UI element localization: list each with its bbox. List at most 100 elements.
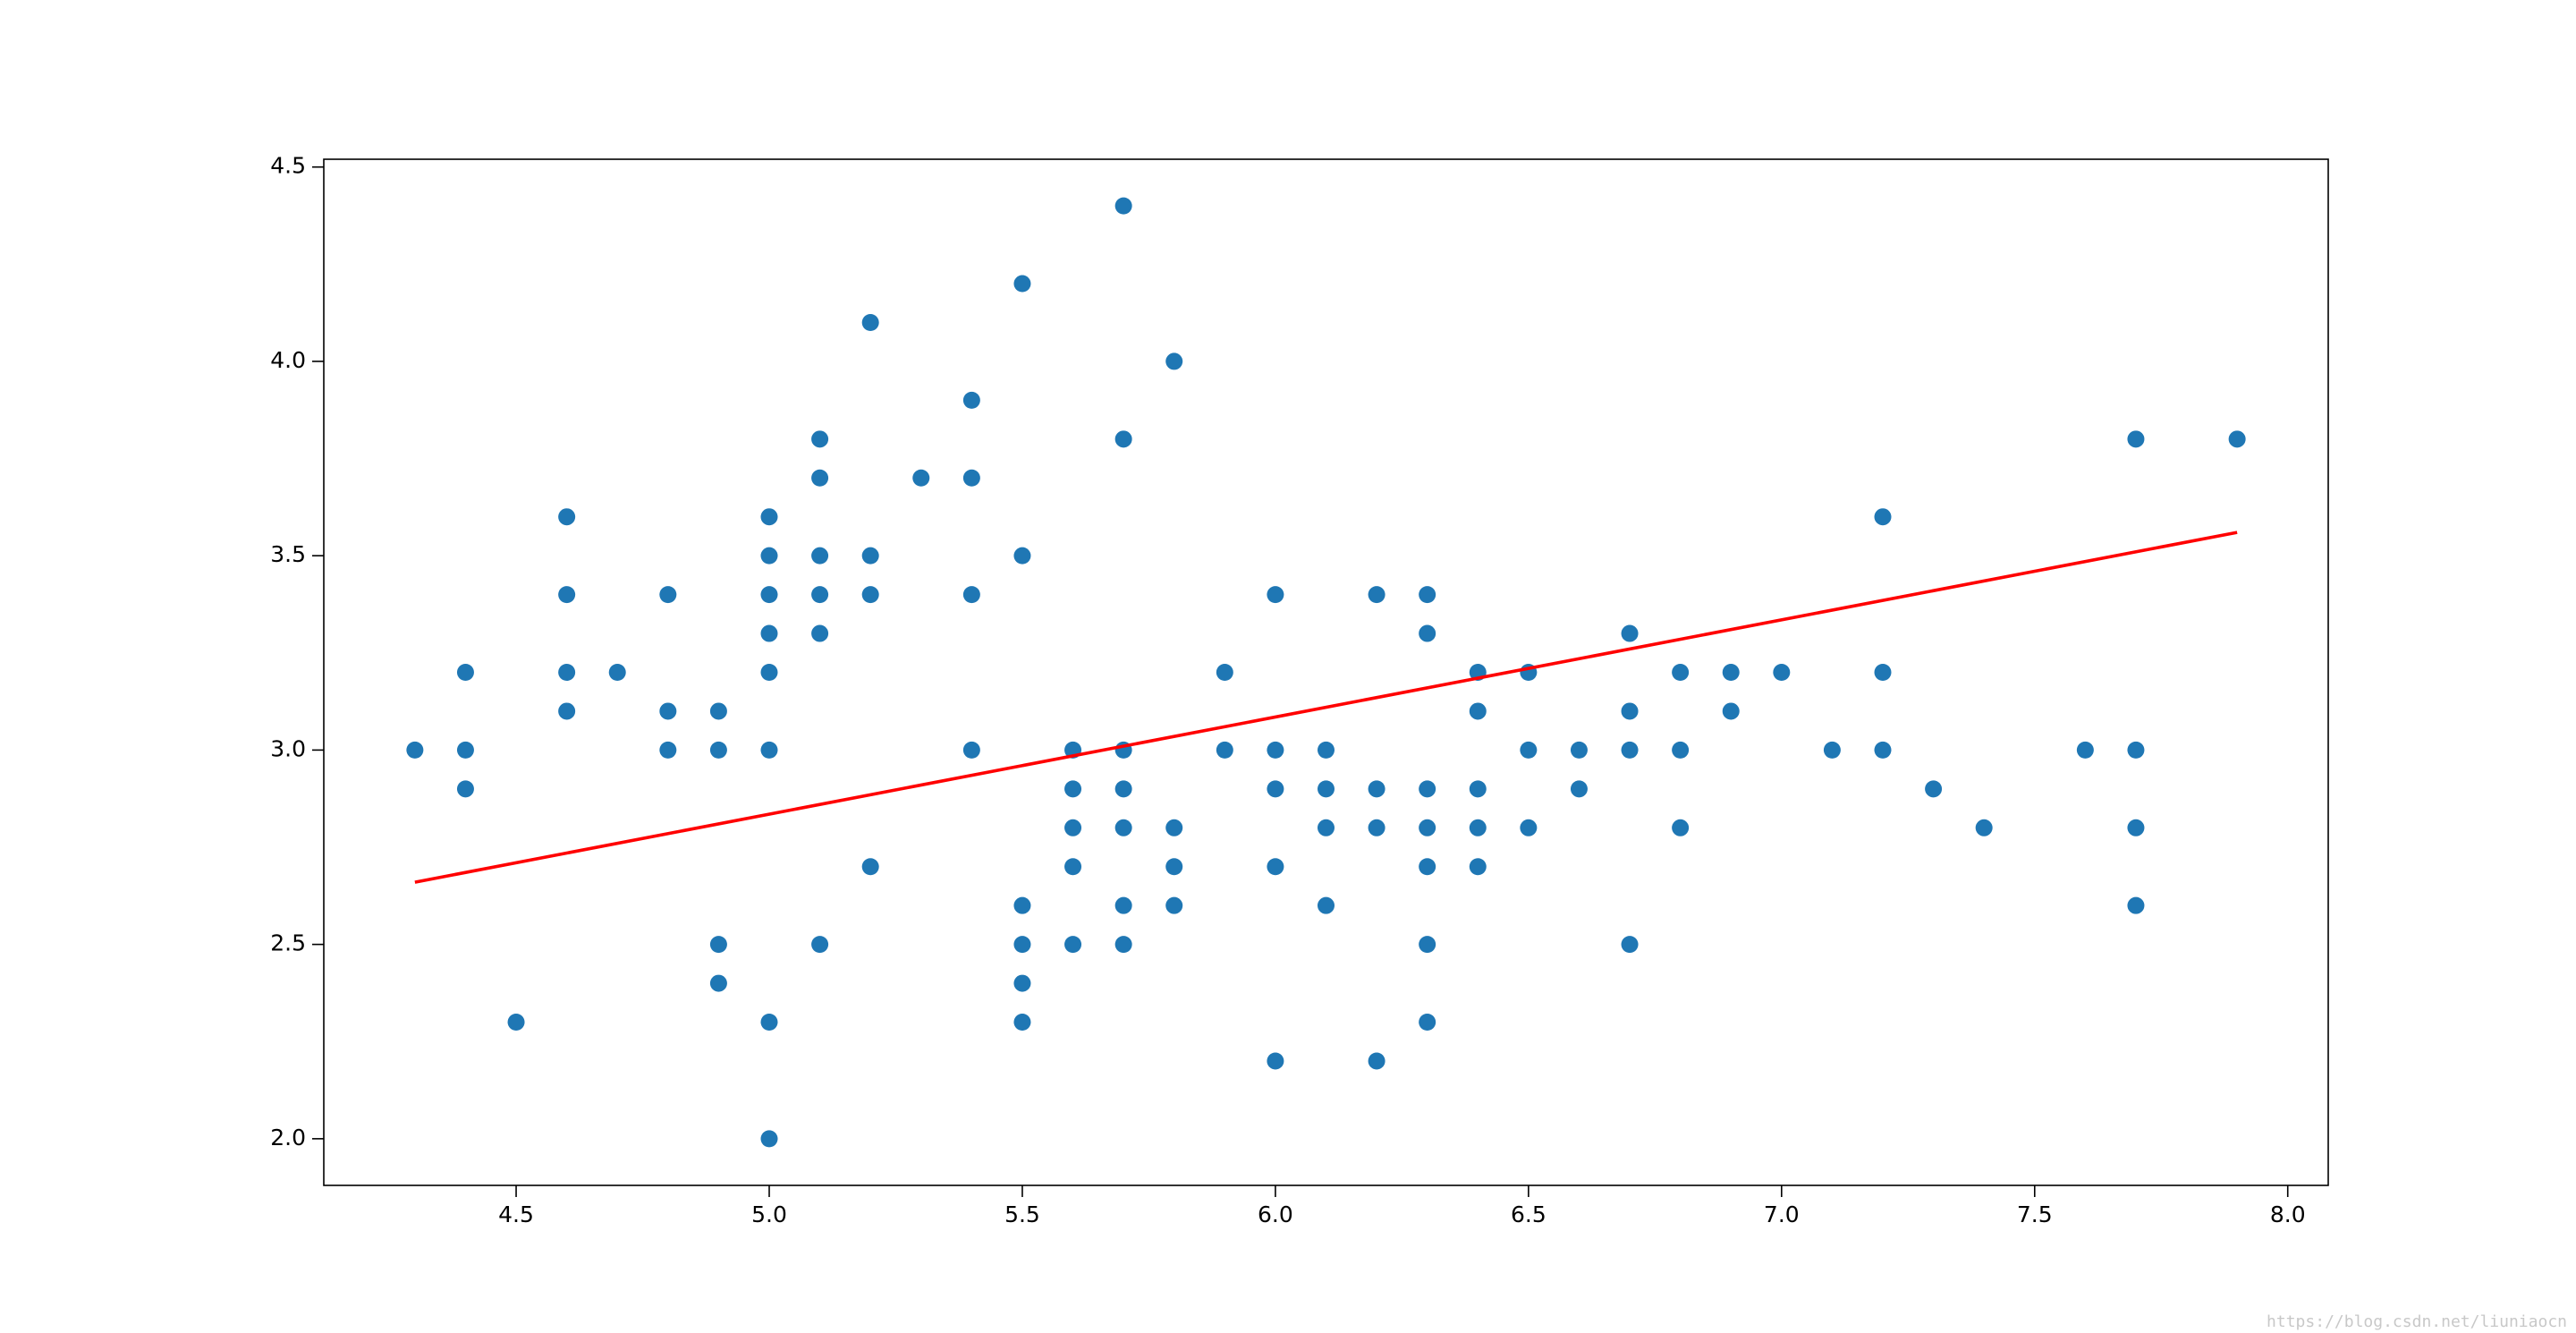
scatter-point	[811, 547, 829, 565]
scatter-point	[558, 586, 576, 604]
scatter-point	[1469, 858, 1487, 876]
scatter-point	[1621, 936, 1639, 954]
scatter-point	[811, 586, 829, 604]
scatter-point	[1874, 664, 1892, 681]
scatter-point	[1621, 624, 1639, 642]
scatter-point	[1216, 741, 1233, 759]
scatter-point	[760, 547, 778, 565]
scatter-point	[1570, 741, 1588, 759]
x-tick-label: 6.5	[1511, 1201, 1546, 1227]
scatter-point	[406, 741, 424, 759]
scatter-point	[962, 586, 980, 604]
x-tick-label: 5.0	[751, 1201, 787, 1227]
scatter-point	[2228, 430, 2246, 448]
scatter-point	[507, 1014, 525, 1032]
scatter-point	[659, 586, 677, 604]
scatter-point	[1013, 275, 1031, 293]
y-tick-label: 3.5	[270, 541, 306, 567]
scatter-point	[1520, 741, 1538, 759]
scatter-point	[1520, 819, 1538, 836]
scatter-point	[1419, 819, 1436, 836]
scatter-point	[811, 430, 829, 448]
scatter-point	[558, 702, 576, 720]
scatter-point	[1114, 197, 1132, 215]
scatter-point	[1267, 780, 1284, 798]
scatter-point	[811, 469, 829, 487]
scatter-point	[1469, 702, 1487, 720]
y-tick-label: 2.5	[270, 930, 306, 956]
scatter-point	[1114, 780, 1132, 798]
y-tick-label: 4.5	[270, 153, 306, 179]
scatter-point	[1672, 664, 1690, 681]
scatter-point	[1114, 936, 1132, 954]
scatter-point	[456, 741, 474, 759]
scatter-point	[1165, 896, 1183, 914]
scatter-point	[2127, 819, 2145, 836]
scatter-point	[760, 664, 778, 681]
scatter-point	[1267, 1052, 1284, 1070]
scatter-point	[1013, 1014, 1031, 1032]
scatter-point	[1419, 624, 1436, 642]
scatter-point	[1621, 702, 1639, 720]
scatter-point	[1267, 586, 1284, 604]
scatter-point	[1368, 586, 1385, 604]
scatter-point	[558, 664, 576, 681]
scatter-point	[1823, 741, 1841, 759]
x-tick-label: 8.0	[2270, 1201, 2306, 1227]
y-tick-label: 4.0	[270, 347, 306, 373]
scatter-point	[861, 313, 879, 331]
scatter-point	[1267, 858, 1284, 876]
scatter-point	[1419, 586, 1436, 604]
scatter-point	[1013, 896, 1031, 914]
scatter-point	[912, 469, 930, 487]
scatter-point	[760, 1130, 778, 1148]
scatter-point	[962, 741, 980, 759]
scatter-point	[1672, 741, 1690, 759]
scatter-point	[1874, 508, 1892, 526]
scatter-point	[1672, 819, 1690, 836]
scatter-point	[1621, 741, 1639, 759]
scatter-point	[861, 586, 879, 604]
scatter-point	[2127, 896, 2145, 914]
scatter-point	[1925, 780, 1943, 798]
scatter-point	[558, 508, 576, 526]
scatter-point	[1570, 780, 1588, 798]
scatter-point	[861, 858, 879, 876]
scatter-point	[1419, 858, 1436, 876]
regression-line	[414, 531, 2238, 884]
scatter-point	[709, 936, 727, 954]
scatter-point	[1013, 936, 1031, 954]
watermark: https://blog.csdn.net/liuniaocn	[2267, 1312, 2567, 1331]
scatter-point	[709, 741, 727, 759]
scatter-point	[1013, 974, 1031, 992]
scatter-point	[608, 664, 626, 681]
x-tick-label: 5.5	[1004, 1201, 1040, 1227]
scatter-point	[760, 624, 778, 642]
scatter-point	[2127, 741, 2145, 759]
y-tick-label: 2.0	[270, 1125, 306, 1150]
scatter-point	[1267, 741, 1284, 759]
scatter-point	[1368, 1052, 1385, 1070]
scatter-point	[2076, 741, 2094, 759]
scatter-point	[456, 780, 474, 798]
x-tick-label: 4.5	[498, 1201, 534, 1227]
scatter-point	[1975, 819, 1993, 836]
scatter-point	[709, 974, 727, 992]
scatter-point	[1419, 936, 1436, 954]
scatter-point	[1165, 352, 1183, 370]
scatter-point	[1165, 819, 1183, 836]
scatter-point	[760, 508, 778, 526]
scatter-point	[760, 1014, 778, 1032]
scatter-point	[659, 702, 677, 720]
scatter-point	[1368, 780, 1385, 798]
scatter-point	[456, 664, 474, 681]
scatter-point	[811, 624, 829, 642]
scatter-point	[1216, 664, 1233, 681]
scatter-point	[1419, 780, 1436, 798]
scatter-point	[1013, 547, 1031, 565]
scatter-point	[962, 469, 980, 487]
scatter-point	[861, 547, 879, 565]
